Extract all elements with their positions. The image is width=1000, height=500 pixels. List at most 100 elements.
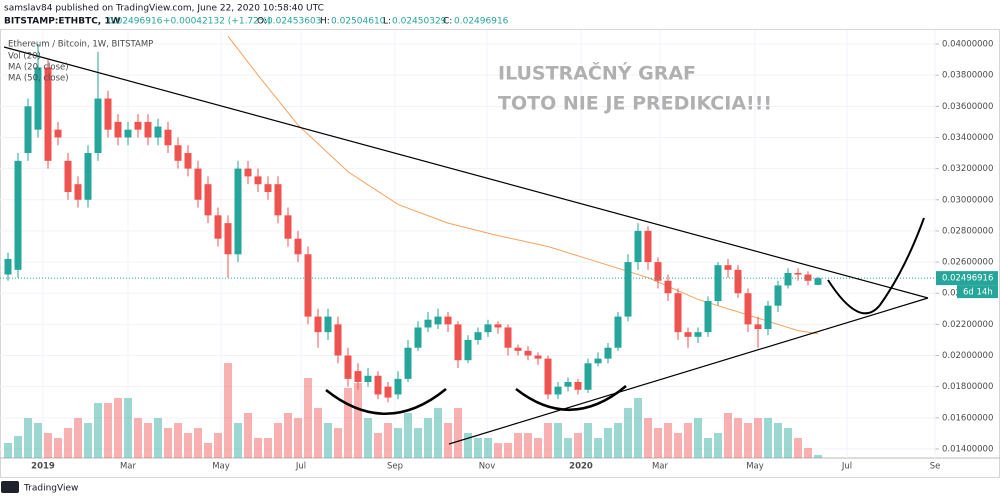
x-tick-label: Mar — [652, 462, 669, 472]
volume-bar — [594, 438, 602, 458]
y-tick-label: 0.01800000 — [942, 382, 993, 392]
volume-bar — [54, 438, 62, 458]
volume-bar — [454, 408, 462, 458]
volume-bar — [704, 438, 712, 458]
drawings — [3, 46, 929, 445]
candle-body — [364, 375, 372, 382]
volume-bar — [714, 433, 722, 458]
last-price-label: 0.02496916 — [942, 274, 993, 284]
volume-bar — [44, 433, 52, 458]
candle-body — [404, 347, 412, 379]
volume-bar — [494, 443, 502, 458]
high-value: 0.02504610 — [331, 17, 386, 27]
candle-body — [304, 254, 312, 317]
candle-body — [164, 129, 172, 146]
candle-body — [734, 269, 742, 294]
candle-body — [124, 129, 132, 138]
volume-bar — [814, 455, 822, 458]
close-value: 0.02496916 — [454, 17, 509, 27]
candle-body — [644, 230, 652, 263]
arc-right — [515, 385, 627, 411]
y-tick-label: 0.01400000 — [942, 444, 993, 454]
candle-body — [604, 347, 612, 359]
countdown-box — [957, 285, 998, 299]
volume-bar — [744, 423, 752, 458]
volume-bar — [74, 418, 82, 458]
y-tick-label: 0.03600000 — [942, 102, 993, 112]
volume-bar — [314, 408, 322, 458]
logo-icon — [1, 481, 19, 493]
x-tick-label: Jul — [841, 462, 852, 472]
candle-body — [214, 215, 222, 239]
low-value: 0.02450329 — [392, 17, 447, 27]
volume-bar — [204, 443, 212, 458]
legend-title: Ethereum / Bitcoin, 1W, BITSTAMP — [8, 40, 153, 50]
arc-left — [325, 388, 447, 415]
footer-brand: TradingView — [23, 484, 78, 494]
volume-bar — [244, 413, 252, 458]
candle-body — [384, 386, 392, 398]
candle-body — [4, 258, 12, 275]
volume-bar — [574, 433, 582, 458]
volume-bar — [404, 413, 412, 458]
high-label: H: — [320, 17, 330, 27]
volume-bar — [804, 448, 812, 458]
volume-bar — [324, 423, 332, 458]
candle-body — [654, 262, 662, 281]
volume-bar — [624, 408, 632, 458]
volume-bar — [134, 418, 142, 458]
candle-body — [144, 121, 152, 138]
volume-bar — [304, 378, 312, 458]
volume-bar — [184, 433, 192, 458]
x-tick-label: Nov — [479, 462, 496, 472]
volume-bar — [224, 363, 232, 458]
last-price-box — [936, 271, 998, 286]
low-label: L: — [383, 17, 391, 27]
volume-bar — [724, 413, 732, 458]
volume-bar — [214, 433, 222, 458]
trend-line-upper — [3, 46, 929, 299]
candle-body — [754, 324, 762, 330]
candle-body — [494, 324, 502, 328]
volume-bar — [84, 423, 92, 458]
candle-body — [274, 184, 282, 216]
candle-body — [114, 121, 122, 138]
candle-body — [714, 265, 722, 302]
volume-bar — [534, 438, 542, 458]
legend-indicator: Vol (20) — [8, 52, 41, 62]
candle-body — [474, 332, 482, 340]
volume-bar — [754, 418, 762, 458]
volume-bar — [684, 423, 692, 458]
candle-body — [674, 293, 682, 333]
candle-body — [504, 327, 512, 348]
legend-indicator: MA (20, close) — [8, 63, 69, 73]
volume-bar — [584, 423, 592, 458]
candle-body — [594, 358, 602, 364]
candle-body — [84, 153, 92, 200]
candle-body — [564, 381, 572, 387]
volume-bar — [374, 433, 382, 458]
candle-body — [444, 316, 452, 325]
volume-bar — [614, 423, 622, 458]
volume-bar — [124, 398, 132, 458]
volume-bar — [354, 383, 362, 458]
volume-bar — [564, 438, 572, 458]
y-tick-label: 0.02000000 — [942, 351, 993, 361]
x-tick-label: May — [212, 462, 230, 472]
volume-bar — [394, 428, 402, 458]
trend-line-lower — [448, 297, 929, 445]
candle-body — [34, 67, 42, 130]
volume-bar — [174, 423, 182, 458]
candle-body — [624, 262, 632, 317]
volume-bar — [104, 403, 112, 458]
volume-bar — [664, 423, 672, 458]
x-tick-label: Mar — [120, 462, 137, 472]
volume-bar — [734, 418, 742, 458]
candle-body — [664, 280, 672, 294]
candle-body — [204, 184, 212, 216]
candle-body — [174, 145, 182, 161]
x-tick-label: 2019 — [31, 462, 55, 472]
candle-body — [294, 238, 302, 255]
volume-bar — [14, 436, 22, 458]
candle-body — [194, 168, 202, 200]
